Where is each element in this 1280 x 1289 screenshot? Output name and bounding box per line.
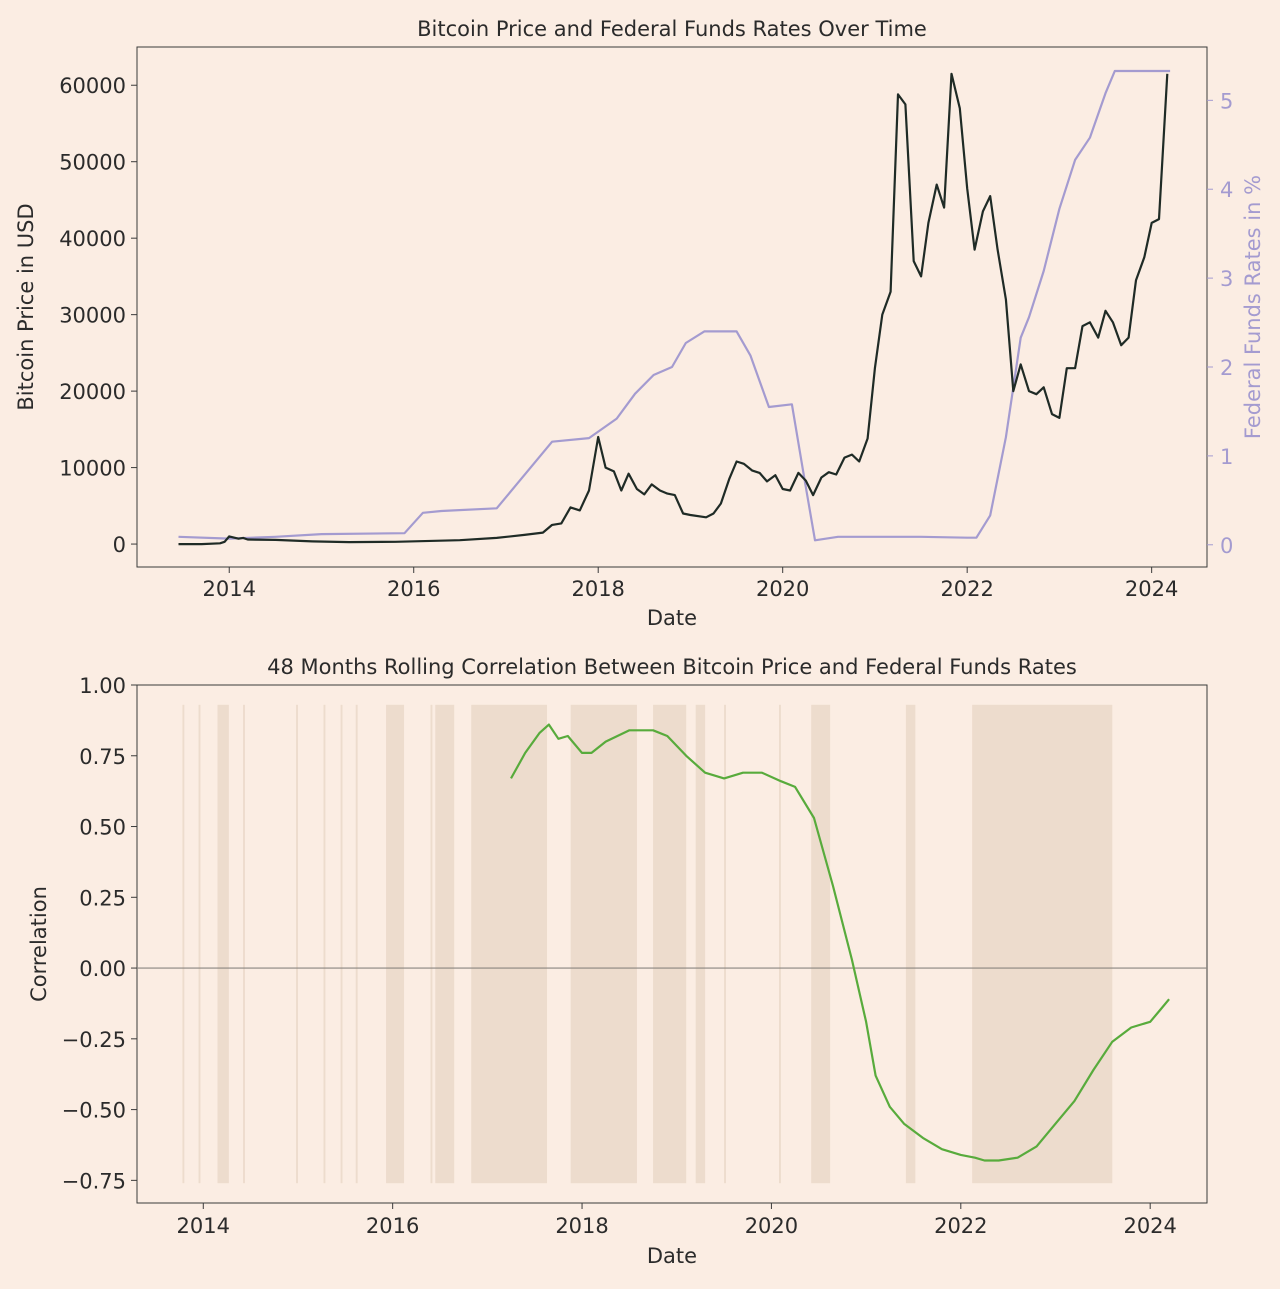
x-tick-label: 2018	[571, 577, 624, 601]
bottom-chart-title: 48 Months Rolling Correlation Between Bi…	[267, 655, 1077, 679]
y-tick-label: 0.00	[79, 957, 126, 981]
x-tick-label: 2022	[934, 1214, 987, 1238]
top-y2-axis-label: Federal Funds Rates in %	[1241, 175, 1265, 439]
bottom-x-axis-label: Date	[647, 1244, 697, 1268]
shaded-region	[471, 704, 548, 1184]
shaded-region	[905, 704, 916, 1184]
shaded-region	[972, 704, 1113, 1184]
y-tick-label: 40000	[59, 227, 126, 251]
shaded-region	[653, 704, 687, 1184]
y-tick-label: 10000	[59, 457, 126, 481]
y-tick-label: 0.75	[79, 745, 126, 769]
shaded-region	[243, 704, 245, 1184]
x-tick-label: 2014	[203, 577, 256, 601]
x-tick-label: 2022	[940, 577, 993, 601]
shaded-region	[217, 704, 229, 1184]
bottom-chart: 1.00 0.75 0.50 0.25 0.00 −0.25 −0.50 −0.75 2014 2…	[27, 655, 1208, 1268]
y-tick-label: 50000	[59, 151, 126, 175]
top-chart: 0 10000 20000 30000 40000 50000 60000 0 1 2 3 4 5 201…	[14, 17, 1265, 630]
bottom-y-axis-label: Correlation	[27, 886, 51, 1002]
shaded-region	[198, 704, 201, 1184]
top-x-axis-label: Date	[647, 606, 697, 630]
top-y-axis-label: Bitcoin Price in USD	[14, 203, 38, 410]
y-tick-label: 30000	[59, 304, 126, 328]
y2-tick-label: 1	[1220, 445, 1233, 469]
x-tick-label: 2024	[1123, 1214, 1176, 1238]
x-tick-label: 2016	[366, 1214, 419, 1238]
y-tick-label: 0	[113, 533, 126, 557]
shaded-region	[340, 704, 343, 1184]
y-tick-label: 1.00	[79, 674, 126, 698]
y-tick-label: −0.25	[62, 1028, 126, 1052]
shaded-region	[570, 704, 637, 1184]
federal-funds-rate-line	[178, 69, 1171, 542]
y-tick-label: −0.75	[62, 1169, 126, 1193]
y-tick-label: −0.50	[62, 1099, 126, 1123]
x-tick-label: 2018	[555, 1214, 608, 1238]
shaded-region	[779, 704, 781, 1184]
top-chart-title: Bitcoin Price and Federal Funds Rates Ov…	[417, 17, 927, 41]
plot-frame	[136, 684, 1208, 1204]
y2-tick-label: 4	[1220, 178, 1233, 202]
y2-tick-label: 2	[1220, 356, 1233, 380]
shaded-region	[811, 704, 831, 1184]
shaded-region	[430, 704, 433, 1184]
shaded-region	[386, 704, 405, 1184]
plot-frame	[136, 46, 1208, 568]
shaded-region	[695, 704, 706, 1184]
y2-tick-label: 5	[1220, 89, 1233, 113]
x-tick-label: 2014	[177, 1214, 230, 1238]
x-tick-label: 2020	[756, 577, 809, 601]
y-tick-label: 0.50	[79, 816, 126, 840]
y-tick-label: 20000	[59, 380, 126, 404]
y2-tick-label: 3	[1220, 267, 1233, 291]
shaded-region	[355, 704, 358, 1184]
shaded-region	[182, 704, 185, 1184]
y-tick-label: 60000	[59, 74, 126, 98]
shaded-region	[435, 704, 455, 1184]
y2-tick-label: 0	[1220, 534, 1233, 558]
y-tick-label: 0.25	[79, 886, 126, 910]
x-tick-label: 2020	[745, 1214, 798, 1238]
x-tick-label: 2024	[1125, 577, 1178, 601]
shaded-region	[323, 704, 326, 1184]
bitcoin-price-line	[178, 72, 1169, 546]
x-tick-label: 2016	[387, 577, 440, 601]
rolling-correlation-line	[510, 723, 1170, 1162]
shaded-region	[296, 704, 298, 1184]
shaded-region	[724, 704, 726, 1184]
